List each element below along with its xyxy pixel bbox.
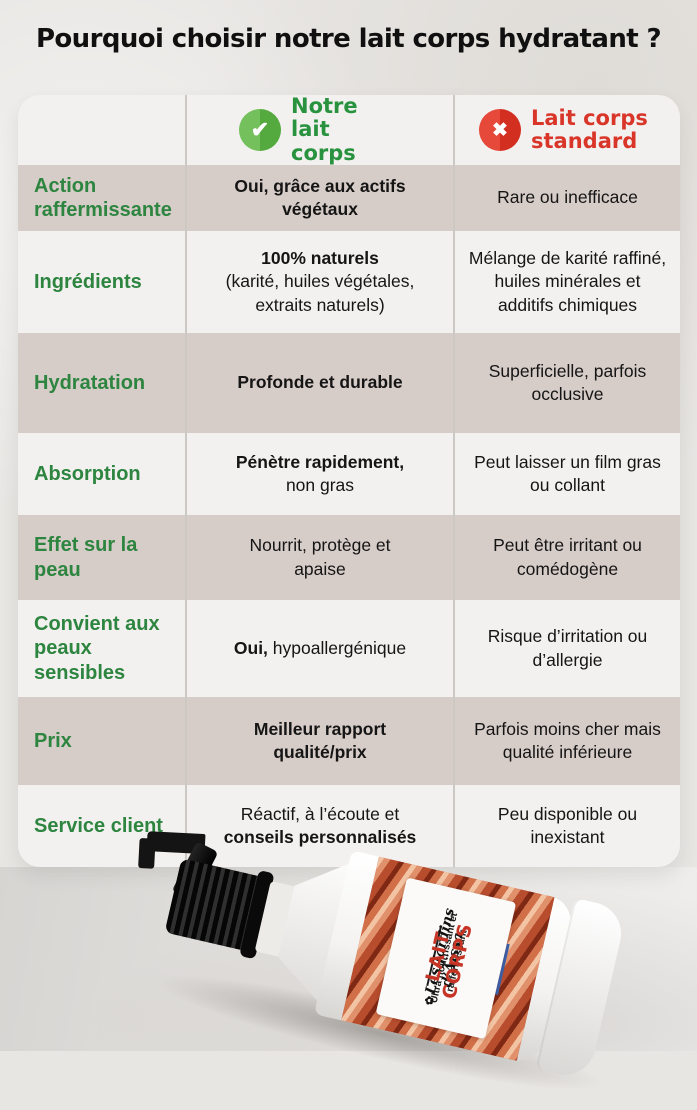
product-name: LAIT CORPS xyxy=(421,920,477,1002)
row-label-hydratation: Hydratation xyxy=(18,333,185,433)
page-title: Pourquoi choisir notre lait corps hydrat… xyxy=(35,24,662,54)
row-label-action-raffermissante: Action raffermissante xyxy=(18,165,185,231)
row-label-effet-peau: Effet sur la peau xyxy=(18,515,185,600)
ours-cell: Oui, grâce aux actifs végétaux xyxy=(185,165,453,231)
check-circle-icon: ✔ xyxy=(239,109,281,151)
pump-nozzle-tip xyxy=(138,837,156,869)
ours-cell: Meilleur rapport qualité/prix xyxy=(185,697,453,785)
standard-cell: Parfois moins cher mais qualité inférieu… xyxy=(453,697,680,785)
table-header-empty xyxy=(18,95,185,165)
comparison-table: ✔ Notre lait corps ✖ Lait corps standard… xyxy=(18,95,680,867)
standard-cell: Superficielle, parfois occlusive xyxy=(453,333,680,433)
ours-cell: Oui, hypoallergénique xyxy=(185,600,453,697)
row-label-peaux-sensibles: Convient aux peaux sensibles xyxy=(34,612,160,684)
ours-cell: Nourrit, protège et apaise xyxy=(185,515,453,600)
standard-cell: Mélange de karité raffiné, huiles minéra… xyxy=(453,231,680,333)
row-label-service-client: Service client xyxy=(34,814,163,837)
standard-cell: Peut laisser un film gras ou collant xyxy=(453,433,680,515)
standard-cell: Peut être irritant ou comédogène xyxy=(453,515,680,600)
standard-cell: Risque d’irritation ou d’allergie xyxy=(453,600,680,697)
x-circle-icon: ✖ xyxy=(479,109,521,151)
table-header-standard-label: Lait corps standard xyxy=(531,105,648,153)
standard-cell: Peu disponible ou inexistant xyxy=(453,785,680,867)
row-label-absorption: Absorption xyxy=(34,462,141,485)
ours-cell: Profonde et durable xyxy=(185,333,453,433)
table-header-ours-label: Notre lait corps xyxy=(291,95,358,165)
ours-cell: Réactif, à l’écoute et conseils personna… xyxy=(185,785,453,867)
bottle-body: Pour tous types de peau ✿Les Jardins d’A… xyxy=(314,850,576,1066)
row-label-ingredients: Ingrédients xyxy=(34,270,142,293)
ours-cell: 100% naturels (karité, huiles végétales,… xyxy=(185,231,453,333)
table-header-standard: ✖ Lait corps standard xyxy=(453,95,680,165)
flower-icon: ✿ xyxy=(422,994,437,1007)
standard-cell: Rare ou inefficace xyxy=(453,165,680,231)
row-label-prix: Prix xyxy=(18,697,185,785)
ours-cell: Pénètre rapidement, non gras xyxy=(185,433,453,515)
table-header-ours: ✔ Notre lait corps xyxy=(185,95,453,165)
